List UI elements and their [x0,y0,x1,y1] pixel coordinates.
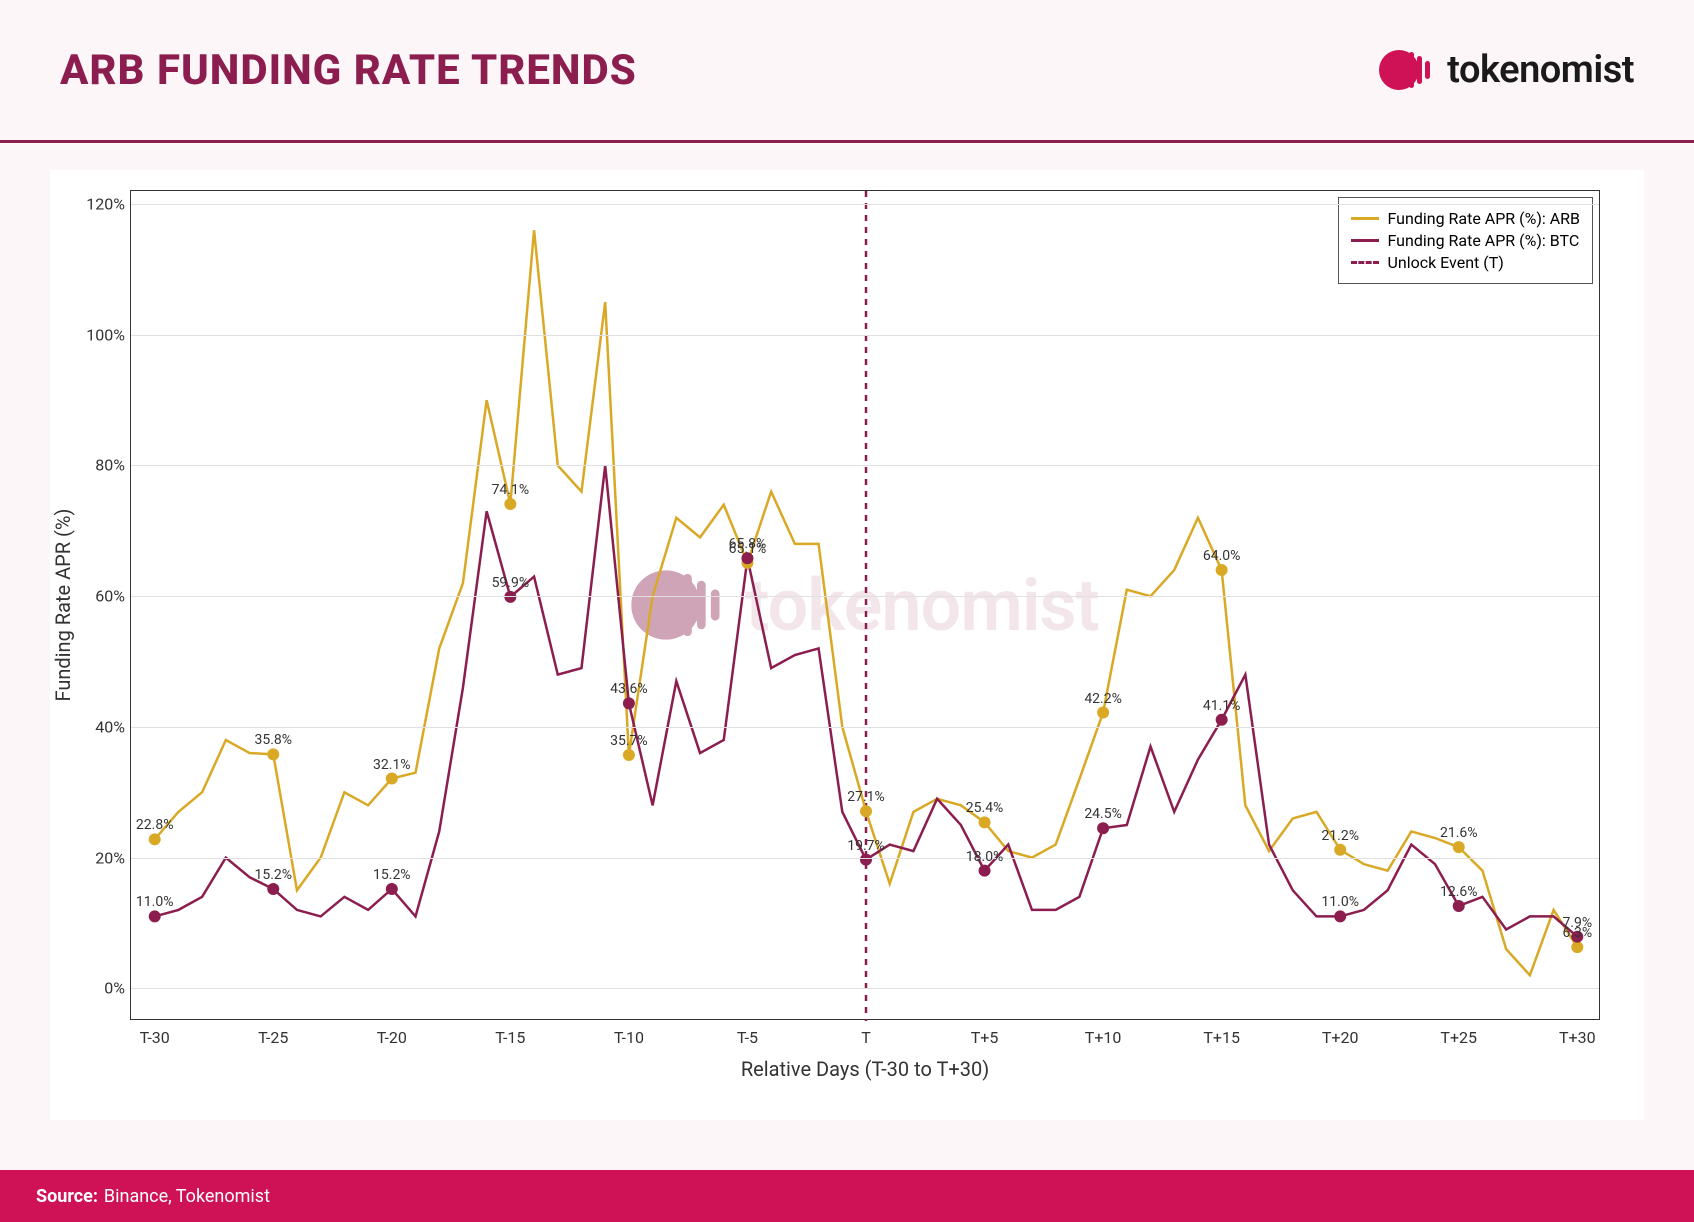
marker-btc [149,910,161,922]
marker-arb [149,833,161,845]
x-tick-label: T+30 [1559,1028,1596,1047]
legend: Funding Rate APR (%): ARB Funding Rate AP… [1338,197,1593,284]
x-tick-label: T+10 [1085,1028,1122,1047]
marker-btc [1571,931,1583,943]
marker-arb [1216,564,1228,576]
x-tick-label: T-15 [495,1028,525,1047]
marker-arb [1334,844,1346,856]
gridline-h [131,858,1599,859]
chart-container: tokenomist Funding Rate APR (%) Relative… [50,170,1644,1120]
y-tick-label: 80% [81,456,125,475]
x-tick-label: T+25 [1440,1028,1477,1047]
marker-arb [1453,841,1465,853]
header-divider [0,140,1694,143]
marker-arb [1097,707,1109,719]
footer-source-text: Binance, Tokenomist [104,1186,270,1207]
plot-area: tokenomist Funding Rate APR (%) Relative… [130,190,1600,1020]
gridline-h [131,988,1599,989]
marker-arb [386,773,398,785]
marker-arb [504,498,516,510]
y-tick-label: 120% [81,195,125,214]
marker-btc [623,697,635,709]
brand-name: tokenomist [1447,48,1634,92]
y-tick-label: 100% [81,325,125,344]
legend-swatch [1351,261,1379,264]
legend-swatch [1351,217,1379,220]
gridline-h [131,465,1599,466]
legend-item: Funding Rate APR (%): BTC [1351,231,1580,250]
chart-svg [131,191,1599,1019]
y-tick-label: 0% [81,979,125,998]
y-tick-label: 20% [81,848,125,867]
chart-title: ARB FUNDING RATE TRENDS [60,46,637,95]
marker-arb [1571,941,1583,953]
gridline-h [131,727,1599,728]
x-tick-label: T-25 [258,1028,288,1047]
x-axis-label: Relative Days (T-30 to T+30) [741,1057,989,1081]
legend-label: Funding Rate APR (%): BTC [1387,231,1579,250]
marker-btc [979,865,991,877]
x-tick-label: T+15 [1203,1028,1240,1047]
brand-logo-icon [1379,44,1431,96]
x-tick-label: T-20 [377,1028,407,1047]
marker-btc [1334,910,1346,922]
y-axis-label: Funding Rate APR (%) [51,508,75,701]
y-tick-label: 60% [81,587,125,606]
x-tick-label: T-30 [140,1028,170,1047]
gridline-h [131,204,1599,205]
x-tick-label: T+5 [971,1028,999,1047]
legend-label: Funding Rate APR (%): ARB [1387,209,1580,228]
x-tick-label: T [861,1028,871,1047]
marker-btc [860,854,872,866]
y-tick-label: 40% [81,717,125,736]
marker-arb [860,805,872,817]
marker-btc [267,883,279,895]
legend-swatch [1351,239,1379,242]
marker-btc [1216,714,1228,726]
marker-btc [386,883,398,895]
marker-btc [1097,822,1109,834]
marker-arb [979,816,991,828]
legend-label: Unlock Event (T) [1387,253,1503,272]
footer-source-label: Source: [36,1186,98,1207]
gridline-h [131,335,1599,336]
marker-btc [741,552,753,564]
marker-btc [1453,900,1465,912]
gridline-h [131,596,1599,597]
x-tick-label: T+20 [1322,1028,1359,1047]
footer-bar: Source: Binance, Tokenomist [0,1170,1694,1222]
brand: tokenomist [1379,44,1634,96]
marker-arb [267,748,279,760]
x-tick-label: T-10 [614,1028,644,1047]
header-bar: ARB FUNDING RATE TRENDS tokenomist [0,0,1694,140]
legend-item: Unlock Event (T) [1351,253,1580,272]
x-tick-label: T-5 [737,1028,758,1047]
marker-arb [623,749,635,761]
legend-item: Funding Rate APR (%): ARB [1351,209,1580,228]
